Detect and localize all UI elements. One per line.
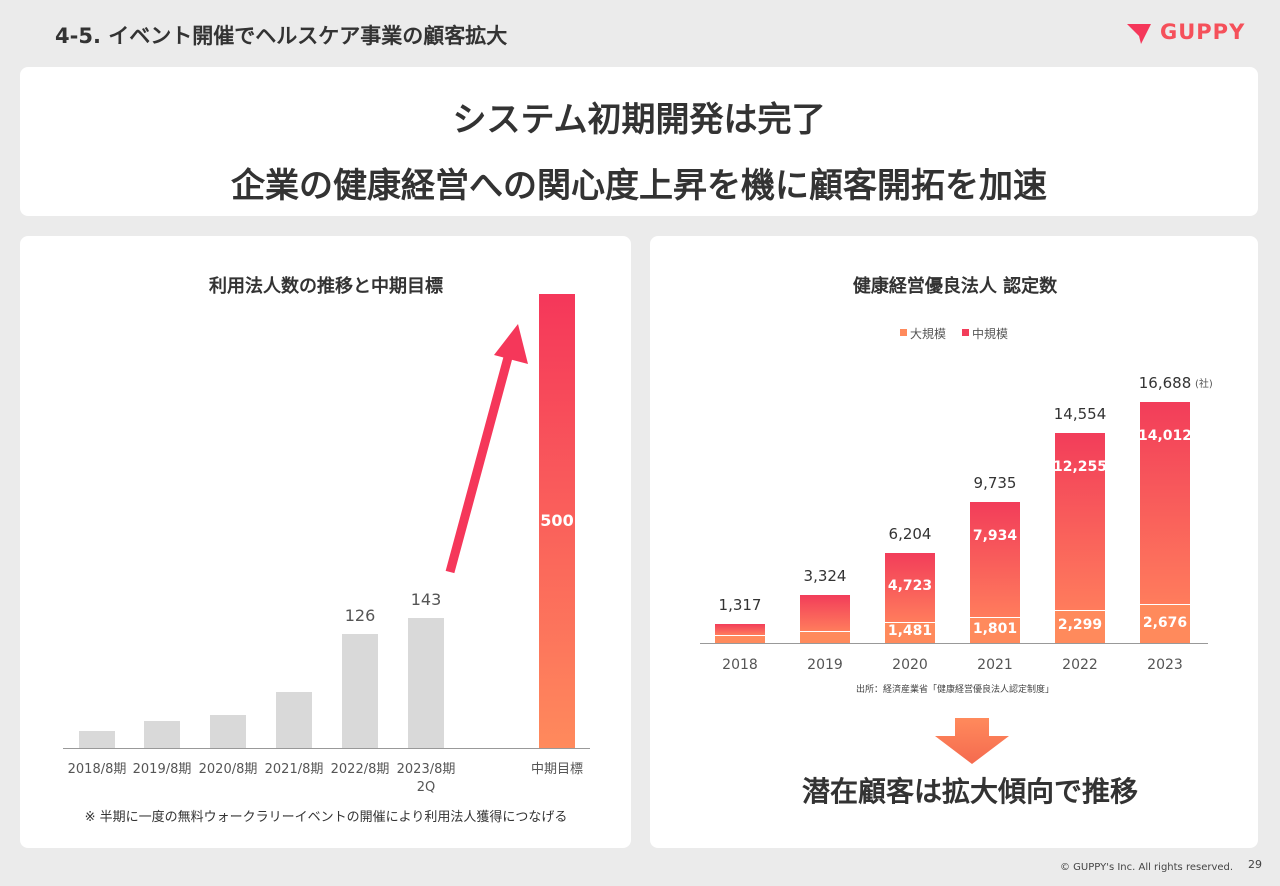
bar — [210, 715, 246, 748]
bar — [342, 633, 378, 748]
total-label: 16,688 — [1138, 373, 1192, 392]
bar — [539, 294, 575, 748]
legend-swatch — [900, 329, 907, 336]
total-label: 14,554 — [1053, 404, 1107, 423]
x-tick-label: 2019/8期 — [132, 762, 192, 777]
total-label: 9,735 — [973, 474, 1017, 493]
x-tick-label: 2018 — [722, 657, 758, 673]
total-label: 6,204 — [888, 525, 932, 544]
slide-title: 4-5. イベント開催でヘルスケア事業の顧客拡大 — [55, 24, 508, 48]
bar-segment — [1140, 604, 1190, 643]
bar-segment — [715, 635, 765, 643]
growth-arrow — [445, 324, 528, 574]
segment-label: 12,255 — [1052, 458, 1108, 475]
bar-segment — [715, 623, 765, 636]
legend-label: 大規模 — [910, 327, 947, 341]
logo-text: GUPPY — [1160, 20, 1246, 44]
bar-segment — [1055, 609, 1105, 643]
conclusion: 潜在顧客は拡大傾向で推移 — [801, 775, 1139, 808]
segment-label: 7,934 — [972, 528, 1018, 545]
total-label: 1,317 — [718, 595, 762, 614]
value-label: 126 — [344, 605, 376, 625]
left-card — [20, 236, 631, 848]
x-tick-label: 2021/8期 — [264, 762, 324, 777]
bar-segment — [800, 594, 850, 632]
chart-title: 利用法人数の推移と中期目標 — [209, 276, 443, 297]
bar — [408, 618, 444, 748]
source-note: 出所：経済産業省「健康経営優良法人認定制度」 — [855, 685, 1055, 695]
logo-icon — [1127, 24, 1151, 44]
x-tick-label: 2022/8期 — [330, 762, 390, 777]
segment-label: 1,481 — [887, 623, 933, 640]
x-tick-label: 2023/8期 2Q — [396, 762, 456, 795]
x-tick-label: 2019 — [807, 657, 843, 673]
value-label: 500 — [540, 511, 574, 530]
x-tick-label: 2023 — [1147, 657, 1183, 673]
total-label: 3,324 — [803, 566, 847, 585]
bar-segment — [800, 631, 850, 643]
segment-label: 14,012 — [1137, 427, 1193, 444]
copyright: © GUPPY's Inc. All rights reserved. — [1060, 862, 1234, 873]
x-tick-label: 2018/8期 — [67, 762, 127, 777]
segment-label: 2,676 — [1142, 614, 1188, 631]
x-tick-label: 2021 — [977, 657, 1013, 673]
down-arrow — [935, 718, 1009, 764]
headline-line: システム初期開発は完了 — [452, 100, 826, 140]
segment-label: 1,801 — [972, 620, 1018, 637]
bar-segment — [885, 621, 935, 643]
x-axis — [63, 748, 590, 749]
bar-segment — [970, 502, 1020, 617]
segment-label: 2,299 — [1057, 617, 1103, 634]
footnote: ※ 半期に一度の無料ウォークラリーイベントの開催により利用法人獲得につなげる — [84, 810, 568, 825]
x-tick-label: 2020/8期 — [198, 762, 258, 777]
chart-title: 健康経営優良法人 認定数 — [852, 276, 1058, 297]
bar — [79, 730, 115, 748]
legend-label: 中規模 — [972, 327, 1009, 341]
x-axis — [700, 643, 1208, 644]
page-number: 29 — [1248, 858, 1262, 871]
segment-label: 4,723 — [887, 578, 933, 595]
x-tick-label: 2020 — [892, 657, 928, 673]
bar-segment — [885, 553, 935, 622]
legend-swatch — [962, 329, 969, 336]
headline-card — [20, 67, 1258, 216]
bar-segment — [1055, 432, 1105, 610]
unit-label: (社) — [1195, 379, 1213, 390]
headline-line: 企業の健康経営への関心度上昇を機に顧客開拓を加速 — [231, 166, 1047, 206]
bar — [276, 691, 312, 748]
bar-segment — [970, 616, 1020, 643]
value-label: 143 — [410, 590, 442, 610]
bar — [144, 720, 180, 748]
x-tick-label: 2022 — [1062, 657, 1098, 673]
x-tick-label: 中期目標 — [530, 762, 584, 777]
bar-segment — [1140, 401, 1190, 605]
